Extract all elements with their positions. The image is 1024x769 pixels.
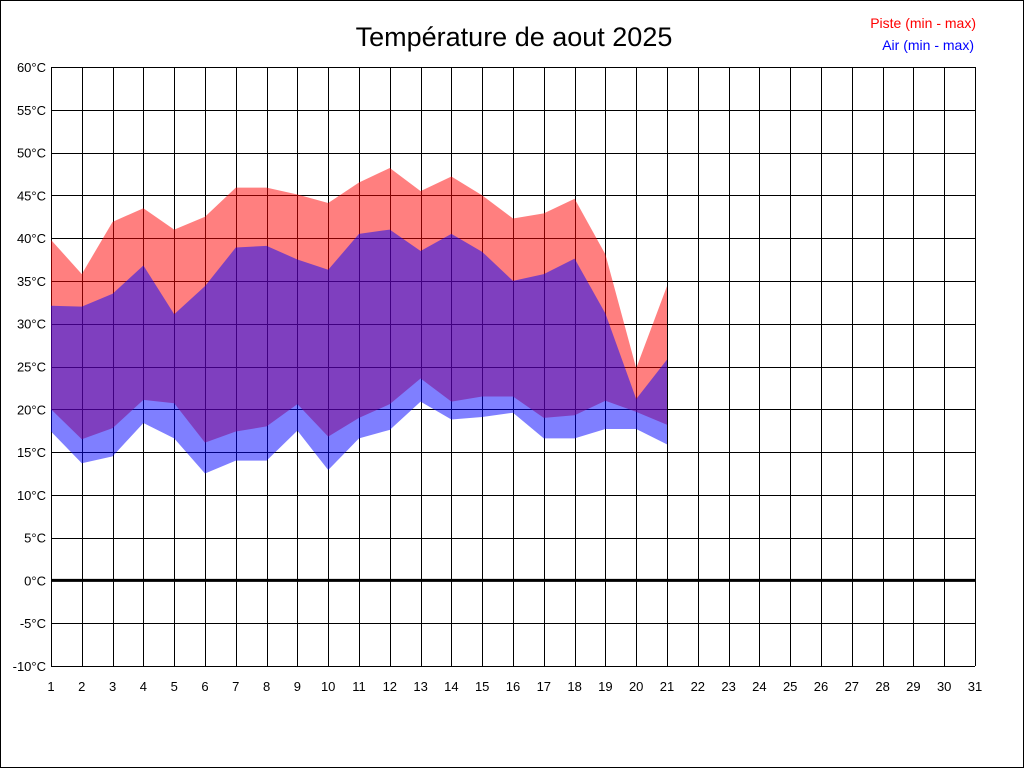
series-areas [51,167,667,474]
y-tick-label: 40°C [17,231,46,246]
y-tick-label: 20°C [17,402,46,417]
x-tick-label: 3 [109,679,116,694]
y-tick-label: 50°C [17,146,46,161]
y-tick-label: 10°C [17,488,46,503]
y-tick-label: 15°C [17,445,46,460]
x-tick-label: 18 [567,679,581,694]
x-tick-label: 12 [383,679,397,694]
legend-piste: Piste (min - max) [870,15,976,31]
y-tick-label: 0°C [24,573,46,588]
x-tick-label: 14 [444,679,458,694]
x-tick-label: 10 [321,679,335,694]
y-tick-label: -10°C [13,659,46,674]
air-range-area [51,229,667,474]
x-tick-label: 30 [937,679,951,694]
x-tick-label: 2 [78,679,85,694]
y-tick-label: -5°C [20,616,46,631]
x-tick-label: 17 [537,679,551,694]
x-tick-label: 20 [629,679,643,694]
x-tick-label: 6 [201,679,208,694]
y-tick-label: 30°C [17,317,46,332]
x-tick-label: 28 [875,679,889,694]
y-tick-label: 60°C [17,60,46,75]
x-tick-label: 29 [906,679,920,694]
x-tick-label: 15 [475,679,489,694]
y-tick-label: 35°C [17,274,46,289]
y-tick-label: 25°C [17,360,46,375]
y-tick-labels: 60°C 55°C 50°C 45°C 40°C 35°C 30°C 25°C 20°C 15°C… [13,60,46,674]
x-tick-label: 13 [413,679,427,694]
y-tick-label: 5°C [24,531,46,546]
y-tick-label: 45°C [17,188,46,203]
x-tick-label: 25 [783,679,797,694]
x-tick-label: 26 [814,679,828,694]
x-tick-label: 27 [845,679,859,694]
x-tick-labels: 1 2 3 4 5 6 7 8 9 10 11 12 13 14 15 16 17 18 19 20 21 22 23 24 2… [47,679,982,694]
x-tick-label: 5 [171,679,178,694]
x-tick-label: 22 [691,679,705,694]
x-tick-label: 4 [140,679,147,694]
x-tick-label: 11 [352,679,366,694]
x-tick-label: 21 [660,679,674,694]
x-tick-label: 16 [506,679,520,694]
legend-air: Air (min - max) [882,37,974,53]
x-tick-label: 9 [294,679,301,694]
x-tick-label: 24 [752,679,766,694]
x-tick-label: 19 [598,679,612,694]
x-tick-label: 23 [721,679,735,694]
chart-title: Température de aout 2025 [356,22,673,52]
x-tick-label: 7 [232,679,239,694]
x-tick-label: 1 [47,679,54,694]
x-tick-label: 8 [263,679,270,694]
y-tick-label: 55°C [17,103,46,118]
x-tick-label: 31 [968,679,982,694]
